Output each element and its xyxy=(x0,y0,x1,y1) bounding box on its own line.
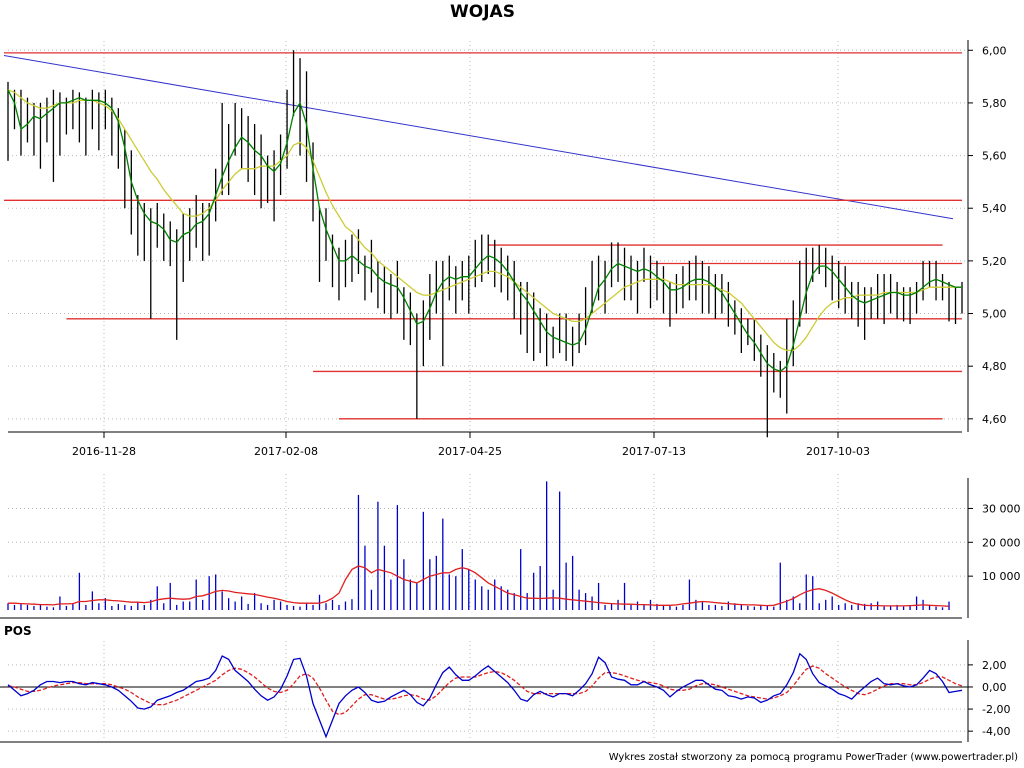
pos-panel-label: POS xyxy=(4,624,32,638)
price-y-tick-label: 5,80 xyxy=(982,97,1007,110)
pos-y-tick-label: 2,00 xyxy=(982,659,1007,672)
price-x-tick-label: 2017-07-13 xyxy=(622,445,686,458)
price-y-tick-label: 6,00 xyxy=(982,44,1007,57)
price-y-tick-label: 5,20 xyxy=(982,255,1007,268)
pos-y-tick-label: -2,00 xyxy=(982,703,1010,716)
pos-y-tick-label: -4,00 xyxy=(982,725,1010,738)
price-x-tick-label: 2017-04-25 xyxy=(438,445,502,458)
price-y-tick-label: 5,60 xyxy=(982,150,1007,163)
pos-line xyxy=(7,652,963,739)
price-trend-line xyxy=(3,55,954,220)
price-ma-short-line xyxy=(7,89,962,373)
volume-y-tick-label: 10 000 xyxy=(982,570,1021,583)
volume-y-tick-label: 20 000 xyxy=(982,536,1021,549)
price-x-tick-label: 2017-10-03 xyxy=(806,445,870,458)
price-x-tick-label: 2017-02-08 xyxy=(254,445,318,458)
price-y-tick-label: 4,80 xyxy=(982,360,1007,373)
price-ma-long-line xyxy=(7,89,962,352)
pos-y-tick-label: 0,00 xyxy=(982,681,1007,694)
chart-title: WOJAS xyxy=(450,2,515,22)
volume-y-tick-label: 30 000 xyxy=(982,502,1021,515)
price-y-tick-label: 4,60 xyxy=(982,413,1007,426)
price-y-tick-label: 5,00 xyxy=(982,308,1007,321)
pos-signal-line xyxy=(7,665,963,716)
volume-average-line xyxy=(8,565,950,607)
footer-credit: Wykres został stworzony za pomocą progra… xyxy=(608,752,1018,763)
price-y-tick-label: 5,40 xyxy=(982,202,1007,215)
price-x-tick-label: 2016-11-28 xyxy=(72,445,136,458)
